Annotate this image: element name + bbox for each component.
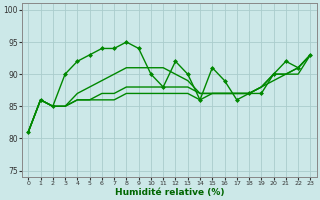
X-axis label: Humidité relative (%): Humidité relative (%): [115, 188, 224, 197]
